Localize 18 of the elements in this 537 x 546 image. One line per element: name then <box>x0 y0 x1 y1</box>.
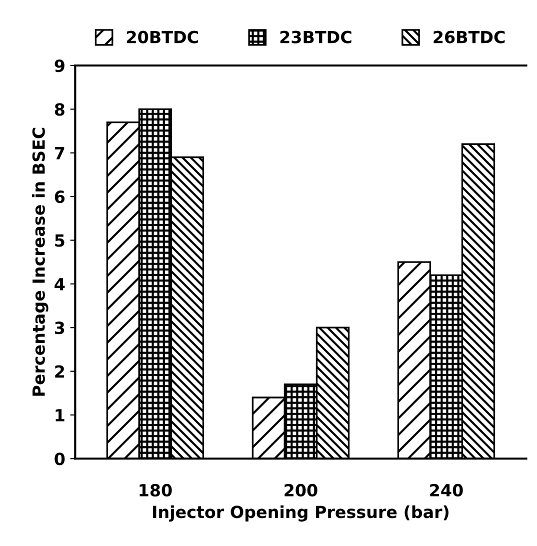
y-tick-label: 4 <box>54 278 65 290</box>
y-tick-label: 9 <box>54 60 64 72</box>
y-tick-label: 6 <box>54 190 65 204</box>
x-tick-label: 180 <box>140 484 172 497</box>
y-tick-label: 5 <box>55 234 64 247</box>
y-tick-label: 2 <box>55 365 64 378</box>
legend-label: 23BTDC <box>280 30 352 44</box>
y-axis-title: Percentage Increase in BSEC <box>32 128 48 396</box>
legend-label: 26BTDC <box>434 30 505 44</box>
legend-label: 20BTDC <box>127 30 198 44</box>
y-tick-label: 8 <box>54 103 64 116</box>
y-tick-label: 0 <box>54 452 65 466</box>
y-tick-label: 3 <box>54 322 64 334</box>
x-tick-label: 200 <box>284 484 318 497</box>
y-tick-label: 1 <box>56 409 64 422</box>
y-tick-label: 7 <box>54 147 64 160</box>
x-axis-title: Injector Opening Pressure (bar) <box>153 505 448 522</box>
x-tick-label: 240 <box>430 484 463 497</box>
